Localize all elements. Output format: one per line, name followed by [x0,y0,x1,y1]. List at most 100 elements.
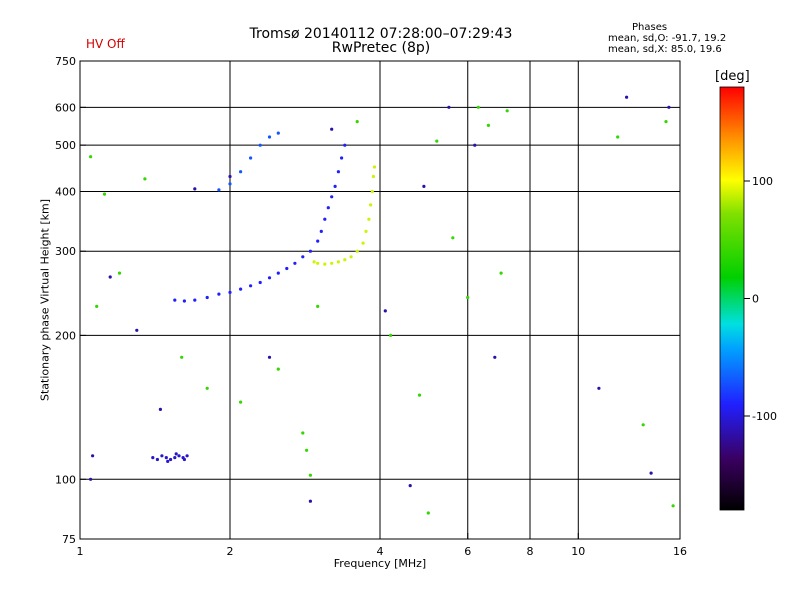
echo-point [343,143,347,147]
echo-point [340,156,344,160]
echo-point [316,261,320,265]
echo-point [466,295,470,300]
colorbar-tick-label: 0 [752,293,759,306]
echo-point [276,367,280,371]
hv-status-text: HV Off [86,37,125,51]
echo-point [258,143,262,147]
echo-point [239,400,243,404]
echo-point [267,135,272,139]
echo-point [316,239,320,243]
phase-stats-o-mode: mean, sd,O: -91.7, 19.2 [608,33,727,44]
echo-point [160,454,164,458]
echo-point [205,295,209,300]
colorbar-tick-label: -100 [752,410,777,423]
phase-colorbar [719,86,745,511]
echo-point [336,260,340,264]
echo-point [349,255,353,259]
x-tick-label: 1 [77,545,84,558]
echo-point [371,174,375,179]
echo-point [355,120,359,124]
echo-point [319,229,323,233]
echo-point [180,355,184,359]
echo-point [330,127,334,131]
y-tick-label: 100 [55,473,76,486]
echo-point [364,229,368,233]
axis-ticks: 1 2 4 6 8 10 16 75 100 200 300 400 500 600 750 [55,55,687,558]
colorbar-unit-label: [deg] [715,69,750,84]
echo-point [239,170,243,174]
echo-point [102,192,107,196]
echo-point [158,407,162,411]
echo-point [667,105,671,109]
phase-stats-x-mode: mean, sd,X: 85.0, 19.6 [608,44,722,55]
echo-point [451,236,455,240]
echo-point [343,258,347,262]
echo-point [499,271,503,275]
echo-point [205,386,209,390]
echo-point [185,454,189,458]
echo-point [89,477,93,481]
echo-point [370,189,374,194]
echo-point [493,355,497,359]
colorbar-tick-label: 100 [752,175,773,188]
echo-point [649,471,653,475]
echo-point [367,217,371,221]
echo-point [135,328,139,332]
x-tick-label: 10 [571,545,585,558]
echo-point [435,139,439,143]
echo-point [417,393,422,397]
echo-point [326,206,330,210]
echo-point [117,271,122,275]
echo-point [166,459,170,463]
echo-point [217,188,221,192]
echo-point [193,298,197,302]
x-axis-label: Frequency [MHz] [333,557,427,570]
echo-point [193,187,197,191]
echo-point [308,499,312,503]
echo-point [293,261,297,265]
y-tick-label: 300 [55,245,76,258]
y-tick-label: 400 [55,185,76,198]
y-tick-label: 600 [55,101,76,114]
echo-point [625,95,629,99]
echo-point [616,135,620,139]
echo-point [182,457,186,462]
echo-point [249,284,253,288]
echo-point [383,309,387,313]
echo-point [267,355,272,359]
echo-point [408,484,412,488]
echo-point [173,456,177,460]
echo-point [355,249,359,253]
echo-point [182,299,186,303]
echo-point [336,170,340,174]
y-tick-label: 200 [55,329,76,342]
echo-point [228,174,232,179]
echo-point [372,165,377,169]
echo-point [169,457,173,462]
echo-point [89,155,93,159]
echo-point [151,456,155,460]
echo-point [597,386,601,390]
echo-point [267,276,272,280]
echo-point [422,184,426,188]
echo-point [164,456,168,460]
echo-point [228,290,232,294]
y-tick-label: 75 [62,533,76,546]
echo-point [330,195,334,199]
echo-point [308,249,312,253]
echo-point [228,182,232,186]
echo-point [486,123,490,127]
echo-point [143,177,147,181]
echo-point [476,105,480,109]
grid-lines [80,61,680,539]
echo-point [312,260,316,264]
echo-point [426,511,430,515]
echo-point [664,120,668,124]
echo-point [95,304,99,308]
echo-point [217,292,221,296]
echo-point [473,143,477,147]
chart-title-line2: RwPretec (8p) [331,40,431,56]
echo-point [308,473,312,477]
echo-point [323,217,327,221]
echo-point [276,131,280,135]
